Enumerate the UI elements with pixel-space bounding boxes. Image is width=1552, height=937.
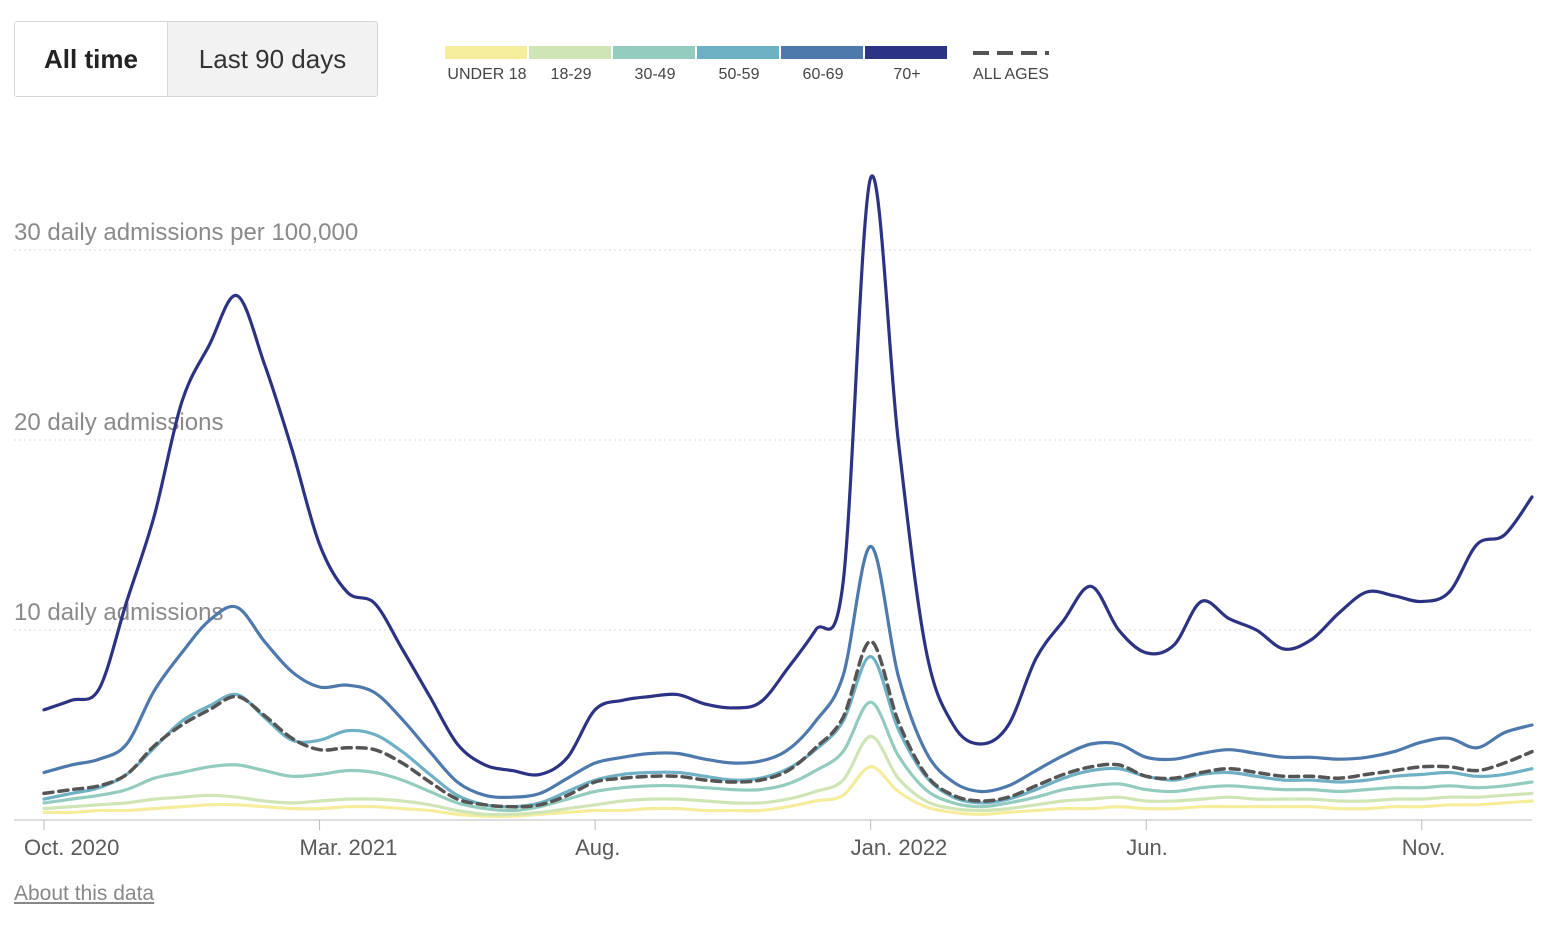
series-line-under-18 — [42, 765, 1534, 819]
time-range-toggle: All time Last 90 days — [14, 21, 378, 97]
legend-swatch — [697, 46, 779, 59]
series-line-60-69 — [42, 544, 1534, 799]
legend-label: 60-69 — [802, 66, 844, 83]
legend-item: 70+ — [865, 46, 947, 83]
series-line-70- — [42, 174, 1534, 777]
legend-label: 30-49 — [634, 66, 676, 83]
legend-label: 50-59 — [718, 66, 760, 83]
y-gridline-label: 30 daily admissions per 100,000 — [14, 219, 358, 246]
legend-swatch — [445, 46, 527, 59]
x-tick-label: Oct. 2020 — [24, 835, 119, 860]
series-line-all-ages — [42, 639, 1534, 809]
legend-swatch — [781, 46, 863, 59]
legend-label: ALL AGES — [973, 66, 1049, 83]
legend-swatch — [973, 51, 1049, 55]
legend-item: 18-29 — [529, 46, 611, 83]
x-tick-label: Jun. — [1126, 835, 1168, 860]
x-tick-label: Mar. 2021 — [300, 835, 398, 860]
legend-item: 60-69 — [781, 46, 863, 83]
y-gridline-label: 20 daily admissions — [14, 409, 223, 436]
legend-swatch — [865, 46, 947, 59]
all-time-button[interactable]: All time — [15, 22, 167, 96]
legend-label: 70+ — [893, 66, 921, 83]
x-tick-label: Nov. — [1402, 835, 1446, 860]
legend-label: UNDER 18 — [447, 66, 527, 83]
legend-swatch — [613, 46, 695, 59]
legend-item: ALL AGES — [973, 46, 1049, 83]
legend-swatch — [529, 46, 611, 59]
legend-item: 50-59 — [697, 46, 779, 83]
legend-item: 30-49 — [613, 46, 695, 83]
x-tick-label: Jan. 2022 — [851, 835, 948, 860]
legend-label: 18-29 — [550, 66, 592, 83]
about-data-link[interactable]: About this data — [14, 882, 155, 905]
series-line-30-49 — [42, 700, 1534, 813]
last-90-days-button[interactable]: Last 90 days — [167, 22, 377, 96]
y-gridline-label: 10 daily admissions — [14, 599, 223, 626]
legend-item: UNDER 18 — [445, 46, 527, 83]
x-tick-label: Aug. — [575, 835, 620, 860]
series-line-18-29 — [42, 734, 1534, 817]
